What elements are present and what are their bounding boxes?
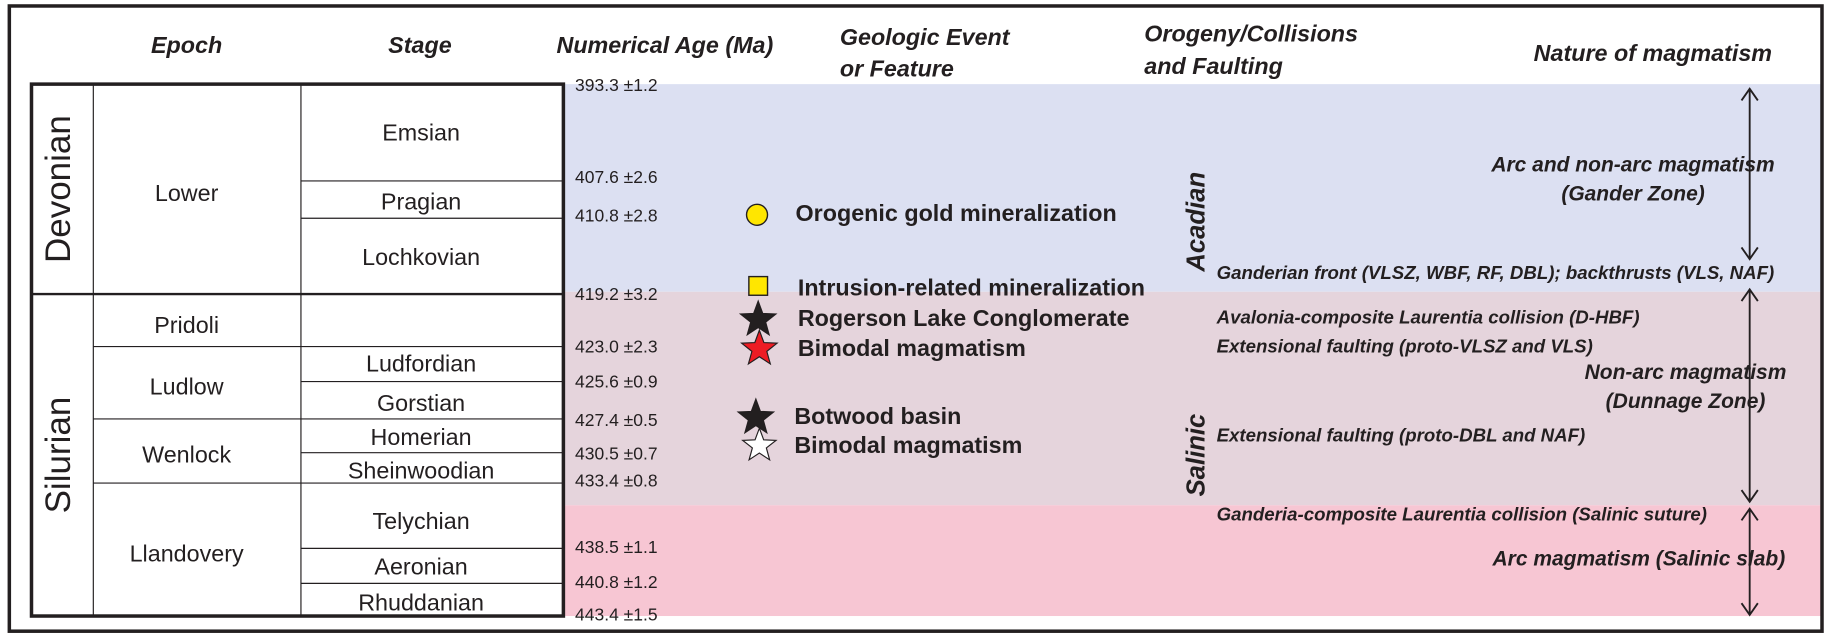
magmatism-label: (Dunnage Zone) [1606, 390, 1766, 413]
band-silurian [563, 291, 1823, 506]
stage-label: Aeronian [374, 553, 467, 579]
star-icon [738, 299, 778, 337]
star-icon [740, 328, 779, 366]
header-age: Numerical Age (Ma) [556, 32, 773, 58]
epoch-label: Lower [155, 180, 219, 206]
header-orogeny: Orogeny/Collisions [1144, 20, 1358, 46]
event-label: Botwood basin [794, 403, 961, 429]
age-label: 440.8 ±1.2 [575, 572, 658, 592]
age-label: 427.4 ±0.5 [575, 410, 658, 430]
circle-icon [745, 203, 769, 226]
table-border [29, 82, 566, 618]
period-label: Devonian [39, 115, 78, 263]
age-label: 443.4 ±1.5 [575, 605, 658, 625]
period-label: Silurian [39, 397, 78, 514]
age-label: 425.6 ±0.9 [575, 371, 658, 391]
outer-border [7, 4, 1824, 633]
stage-label: Telychian [372, 508, 469, 534]
faulting-label: Ganderian front (VLSZ, WBF, RF, DBL); ba… [1217, 262, 1775, 283]
magmatism-label: Arc and non-arc magmatism [1490, 153, 1774, 176]
event-label: Rogerson Lake Conglomerate [798, 305, 1130, 331]
age-label: 410.8 ±2.8 [575, 206, 658, 226]
arrows [1740, 87, 1759, 617]
epoch-label: Ludlow [150, 374, 224, 400]
stage-label: Lochkovian [362, 244, 480, 270]
age-label: 430.5 ±0.7 [575, 444, 658, 464]
faulting-label: Extensional faulting (proto-VLSZ and VLS… [1217, 336, 1593, 357]
header-epoch: Epoch [151, 32, 222, 58]
header-magmatism: Nature of magmatism [1534, 40, 1772, 66]
header-event: or Feature [840, 55, 954, 81]
stage-label: Pragian [381, 188, 461, 214]
header-stage: Stage [388, 32, 452, 58]
epoch-label: Pridoli [154, 312, 219, 338]
table-lines [31, 84, 564, 617]
square-icon [748, 275, 769, 296]
star-icon [741, 426, 778, 462]
epoch-label: Llandovery [130, 541, 244, 567]
event-label: Intrusion-related mineralization [798, 275, 1145, 301]
age-label: 423.0 ±2.3 [575, 336, 658, 356]
stage-label: Homerian [371, 424, 472, 450]
event-label: Bimodal magmatism [798, 335, 1026, 361]
header-event: Geologic Event [840, 24, 1011, 50]
stage-label: Rhuddanian [358, 590, 484, 616]
event-label: Bimodal magmatism [794, 432, 1022, 458]
star-icon [736, 397, 776, 435]
faulting-label: Extensional faulting (proto-DBL and NAF) [1217, 424, 1586, 445]
orogeny-label: Salinic [1183, 414, 1211, 497]
magmatism-label: Non-arc magmatism [1585, 361, 1787, 384]
orogeny-label: Acadian [1183, 172, 1211, 273]
age-label: 438.5 ±1.1 [575, 537, 658, 557]
age-label: 407.6 ±2.6 [575, 167, 658, 187]
faulting-label: Ganderia-composite Laurentia collision (… [1217, 504, 1707, 525]
stage-label: Emsian [382, 119, 460, 145]
event-label: Orogenic gold mineralization [796, 200, 1117, 226]
age-label: 419.2 ±3.2 [575, 284, 658, 304]
age-label: 433.4 ±0.8 [575, 471, 658, 491]
stage-label: Sheinwoodian [348, 458, 494, 484]
header-orogeny: and Faulting [1144, 53, 1283, 79]
age-label: 393.3 ±1.2 [575, 75, 658, 95]
epoch-label: Wenlock [142, 441, 231, 467]
magmatism-label: (Gander Zone) [1561, 182, 1704, 205]
stage-label: Gorstian [377, 390, 465, 416]
faulting-label: Avalonia-composite Laurentia collision (… [1216, 307, 1640, 328]
band-devonian [563, 84, 1823, 292]
magmatism-label: Arc magmatism (Salinic slab) [1492, 548, 1786, 571]
stage-label: Ludfordian [366, 350, 476, 376]
band-llandovery [563, 505, 1823, 617]
